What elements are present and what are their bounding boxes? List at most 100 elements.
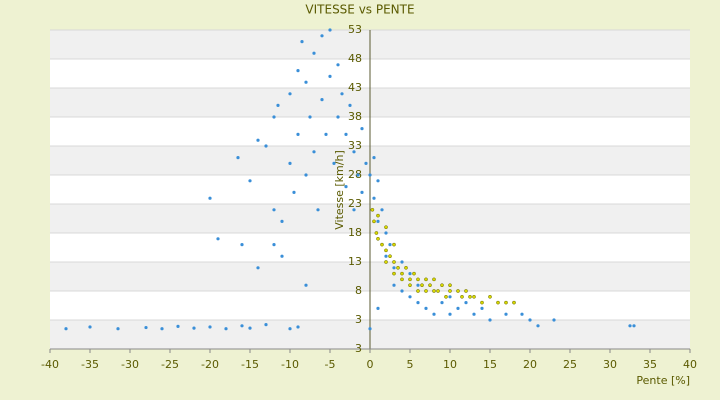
point	[376, 219, 380, 223]
point	[372, 196, 376, 200]
point	[352, 150, 356, 154]
point	[632, 324, 636, 328]
point	[296, 69, 300, 73]
x-tick-label: -30	[121, 358, 139, 371]
x-tick-label: 30	[603, 358, 617, 371]
x-tick-label: 0	[367, 358, 374, 371]
y-tick-label: 38	[348, 110, 362, 123]
y-tick-label: 23	[348, 197, 362, 210]
point	[460, 294, 464, 299]
y-tick-label: 28	[348, 168, 362, 181]
x-tick-label: 15	[483, 358, 497, 371]
point	[292, 190, 296, 194]
point	[380, 242, 384, 247]
point	[344, 185, 348, 189]
point	[416, 283, 420, 287]
point	[424, 277, 428, 282]
point	[312, 150, 316, 154]
point	[256, 266, 260, 270]
point	[312, 51, 316, 55]
point	[488, 318, 492, 322]
point	[264, 323, 268, 327]
point	[496, 300, 500, 305]
point	[480, 300, 484, 305]
point	[348, 103, 352, 107]
point	[408, 283, 412, 288]
point	[372, 156, 376, 160]
point	[552, 318, 556, 322]
point	[336, 115, 340, 119]
point	[236, 156, 240, 160]
point	[436, 289, 440, 293]
point	[384, 248, 388, 253]
point	[304, 80, 308, 84]
point	[308, 115, 312, 119]
point	[276, 103, 280, 107]
point	[368, 173, 372, 177]
point	[256, 138, 260, 142]
point	[116, 327, 120, 331]
point	[208, 325, 212, 329]
point	[384, 231, 388, 235]
y-tick-label: 3	[355, 342, 362, 355]
point	[520, 312, 524, 316]
point	[304, 283, 308, 287]
point	[408, 277, 412, 282]
point	[404, 265, 408, 270]
point	[628, 324, 632, 328]
point	[324, 132, 328, 136]
point	[428, 283, 432, 288]
point	[248, 179, 252, 183]
point	[320, 34, 324, 38]
point	[360, 190, 364, 194]
point	[300, 40, 304, 44]
x-tick-label: -35	[81, 358, 99, 371]
point	[448, 289, 452, 293]
point	[528, 318, 532, 322]
point	[468, 294, 472, 299]
point	[420, 283, 424, 288]
point	[384, 260, 388, 264]
point	[400, 277, 404, 282]
y-tick-label: 13	[348, 255, 362, 268]
point	[288, 327, 292, 331]
point	[224, 327, 228, 331]
point	[64, 327, 68, 331]
point	[396, 265, 400, 270]
x-tick-label: -25	[161, 358, 179, 371]
point	[392, 283, 396, 287]
point	[464, 301, 468, 305]
point	[320, 98, 324, 102]
point	[416, 289, 420, 293]
point	[332, 161, 336, 165]
point	[328, 28, 332, 32]
point	[336, 63, 340, 67]
point	[440, 283, 444, 288]
y-tick-label: 43	[348, 81, 362, 94]
point	[448, 283, 452, 288]
point	[432, 277, 436, 282]
point	[432, 289, 436, 293]
point	[412, 271, 416, 276]
point	[392, 271, 396, 276]
point	[536, 324, 540, 328]
point	[192, 326, 196, 330]
y-axis-title: Vitesse [km/h]	[333, 150, 346, 230]
point	[208, 196, 212, 200]
point	[400, 289, 404, 293]
point	[416, 277, 420, 282]
point	[456, 289, 460, 293]
x-tick-label: -15	[241, 358, 259, 371]
point	[480, 306, 484, 310]
point	[296, 325, 300, 329]
point	[304, 173, 308, 177]
point	[448, 312, 452, 316]
point	[376, 306, 380, 310]
point	[288, 161, 292, 165]
point	[280, 219, 284, 223]
point	[368, 327, 372, 331]
chart-title: VITESSE vs PENTE	[305, 3, 414, 17]
point	[488, 294, 492, 299]
y-tick-label: 33	[348, 139, 362, 152]
